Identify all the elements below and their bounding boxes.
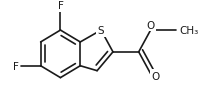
- Text: O: O: [146, 20, 155, 30]
- Text: O: O: [151, 71, 160, 81]
- Text: F: F: [57, 1, 63, 11]
- Text: CH₃: CH₃: [179, 26, 199, 36]
- Text: S: S: [98, 26, 104, 36]
- Text: F: F: [13, 61, 19, 71]
